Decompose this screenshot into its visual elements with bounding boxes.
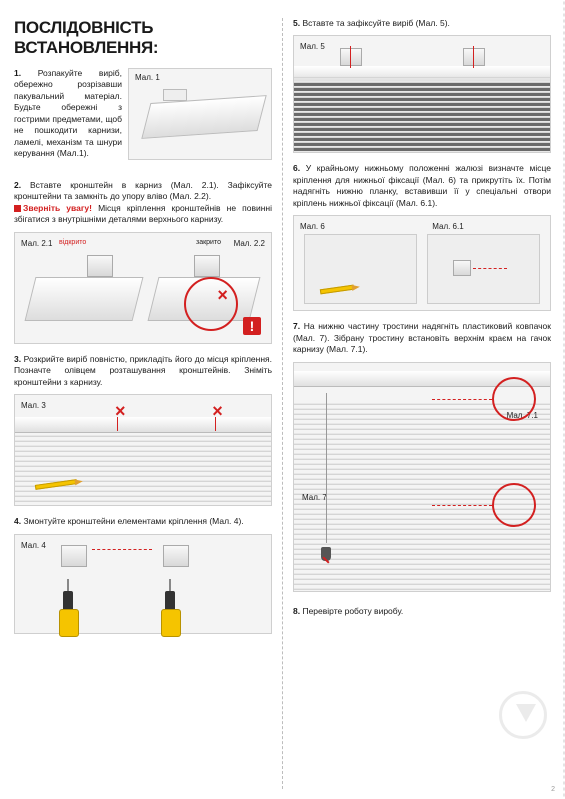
warn-icon xyxy=(14,205,21,212)
blinds-bg-3 xyxy=(15,395,271,505)
mark-x-1: × xyxy=(112,403,128,419)
page-title: ПОСЛІДОВНІСТЬ ВСТАНОВЛЕННЯ: xyxy=(14,18,272,58)
fig6-label: Мал. 6 xyxy=(300,222,325,231)
drill-right xyxy=(153,591,189,639)
rail-5 xyxy=(294,66,550,82)
figure-3: Мал. 3 × × xyxy=(14,394,272,506)
step2-text: 2. Вставте кронштейн в карниз (Мал. 2.1)… xyxy=(14,180,272,226)
wrong-mark: × xyxy=(215,287,231,303)
align-2 xyxy=(473,46,474,68)
zoom-7a xyxy=(492,377,536,421)
bracket-closed xyxy=(194,255,220,277)
fig61-label: Мал. 6.1 xyxy=(432,222,463,231)
leader-7a xyxy=(432,399,492,400)
top-rail-3 xyxy=(15,417,271,433)
screw-path xyxy=(92,549,152,550)
closed-label: закрито xyxy=(196,239,221,246)
step1-text: 1. Розпакуйте виріб, обережно розрізавши… xyxy=(14,68,122,164)
wand-cord xyxy=(326,393,327,543)
step7-text: 7. На нижню частину тростини надягніть п… xyxy=(293,321,551,355)
bracket-4b xyxy=(163,545,189,567)
fig7-label: Мал. 7 xyxy=(302,493,327,502)
step4-text: 4. Змонтуйте кронштейни елементами кріпл… xyxy=(14,516,272,527)
bottom-clip xyxy=(453,260,471,276)
panel-6b xyxy=(427,234,540,304)
clip-arrow xyxy=(473,268,507,269)
blinds-bg-5 xyxy=(294,36,550,152)
figure-5: Мал. 5 xyxy=(293,35,551,153)
step1-block: 1. Розпакуйте виріб, обережно розрізавши… xyxy=(14,68,272,170)
page-number: 2 xyxy=(551,786,555,793)
leader-7b xyxy=(432,505,492,506)
zoom-7b xyxy=(492,483,536,527)
download-watermark xyxy=(499,691,547,739)
figure-4: Мал. 4 xyxy=(14,534,272,634)
rail-open xyxy=(25,277,144,321)
open-label: відкрито xyxy=(59,239,86,246)
mark-x-2: × xyxy=(210,403,226,419)
figure-6: Мал. 6 Мал. 6.1 xyxy=(293,215,551,311)
fig21-label: Мал. 2.1 xyxy=(21,239,52,248)
step6-text: 6. У крайньому нижньому положенні жалюзі… xyxy=(293,163,551,209)
hardware-bits xyxy=(163,89,187,101)
mark-line-1 xyxy=(117,417,118,431)
step3-text: 3. Розкрийте виріб повністю, прикладіть … xyxy=(14,354,272,388)
instruction-page: ПОСЛІДОВНІСТЬ ВСТАНОВЛЕННЯ: 1. Розпакуйт… xyxy=(0,0,565,799)
step2-warn-label: Зверніть увагу! xyxy=(23,203,92,213)
warn-badge: ! xyxy=(243,317,261,335)
figure-2: Мал. 2.1 Мал. 2.2 відкрито закрито × ! xyxy=(14,232,272,344)
fig22-label: Мал. 2.2 xyxy=(234,239,265,248)
mark-line-2 xyxy=(215,417,216,431)
fig1-label: Мал. 1 xyxy=(135,73,160,82)
fig4-label: Мал. 4 xyxy=(21,541,46,550)
step8-text: 8. Перевірте роботу виробу. xyxy=(293,606,551,617)
bracket-open xyxy=(87,255,113,277)
bracket-4a xyxy=(61,545,87,567)
figure-7: Мал. 7 Мал. 7.1 xyxy=(293,362,551,592)
zoom-circle xyxy=(184,277,238,331)
drill-left xyxy=(51,591,87,639)
left-column: ПОСЛІДОВНІСТЬ ВСТАНОВЛЕННЯ: 1. Розпакуйт… xyxy=(14,18,282,789)
step5-text: 5. Вставте та зафіксуйте виріб (Мал. 5). xyxy=(293,18,551,29)
right-column: 5. Вставте та зафіксуйте виріб (Мал. 5).… xyxy=(283,18,551,789)
figure-1: Мал. 1 xyxy=(128,68,272,160)
unpacked-rail-illustration xyxy=(141,95,266,139)
align-1 xyxy=(350,46,351,68)
